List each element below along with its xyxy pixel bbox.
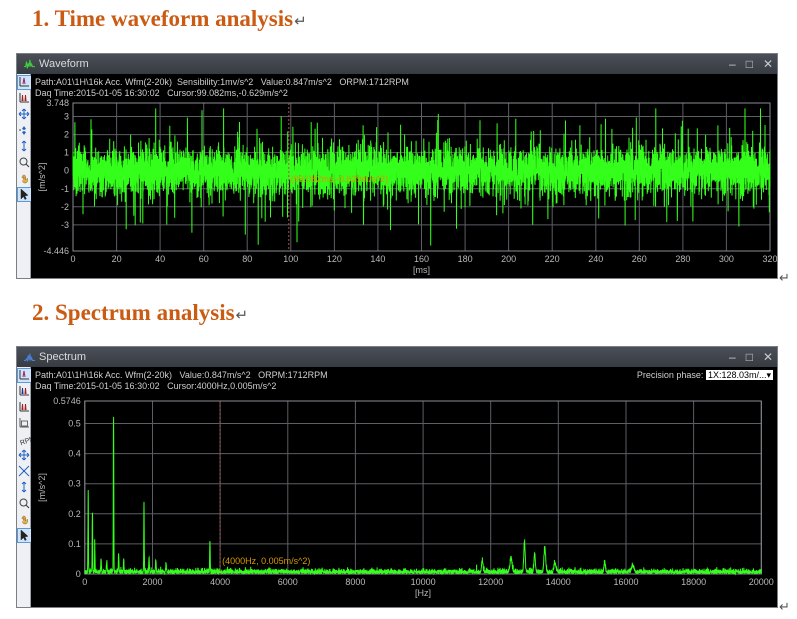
svg-text:[m/s^2]: [m/s^2] — [37, 163, 47, 192]
svg-text:0.4: 0.4 — [68, 449, 81, 459]
svg-text:-1: -1 — [61, 184, 69, 194]
svg-text:120: 120 — [327, 254, 342, 264]
svg-text:0: 0 — [76, 569, 81, 579]
svg-text:RPM: RPM — [19, 435, 31, 446]
svg-text:100: 100 — [283, 254, 298, 264]
svg-text:12000: 12000 — [478, 577, 503, 587]
svg-text:40: 40 — [155, 254, 165, 264]
svg-text:60: 60 — [199, 254, 209, 264]
svg-text:[Hz]: [Hz] — [415, 588, 431, 598]
svg-text:10000: 10000 — [411, 577, 436, 587]
svg-text:320: 320 — [762, 254, 777, 264]
svg-text:0.5: 0.5 — [68, 419, 81, 429]
svg-text:3.748: 3.748 — [46, 98, 69, 108]
svg-text:-3: -3 — [61, 220, 69, 230]
svg-text:0: 0 — [64, 166, 69, 176]
svg-text:0.3: 0.3 — [68, 479, 81, 489]
svg-text:16000: 16000 — [613, 577, 638, 587]
svg-text:6000: 6000 — [278, 577, 298, 587]
svg-text:(99.082ms,-0.629m/s^2): (99.082ms,-0.629m/s^2) — [291, 174, 388, 184]
svg-text:20: 20 — [112, 254, 122, 264]
svg-text:200: 200 — [501, 254, 516, 264]
svg-text:(4000Hz, 0.005m/s^2): (4000Hz, 0.005m/s^2) — [222, 556, 310, 566]
svg-text:2000: 2000 — [142, 577, 162, 587]
svg-text:80: 80 — [242, 254, 252, 264]
svg-text:220: 220 — [545, 254, 560, 264]
svg-text:180: 180 — [458, 254, 473, 264]
svg-text:160: 160 — [414, 254, 429, 264]
svg-text:0: 0 — [70, 254, 75, 264]
svg-text:0.1: 0.1 — [68, 539, 81, 549]
svg-text:1: 1 — [64, 148, 69, 158]
svg-text:140: 140 — [370, 254, 385, 264]
svg-text:0: 0 — [82, 577, 87, 587]
svg-text:260: 260 — [632, 254, 647, 264]
svg-text:-2: -2 — [61, 202, 69, 212]
svg-text:280: 280 — [675, 254, 690, 264]
svg-text:0.2: 0.2 — [68, 509, 81, 519]
svg-text:[ms]: [ms] — [413, 265, 430, 275]
svg-text:2: 2 — [64, 130, 69, 140]
svg-text:[m/s^2]: [m/s^2] — [37, 473, 47, 502]
svg-text:-4.446: -4.446 — [43, 246, 69, 256]
svg-text:300: 300 — [719, 254, 734, 264]
svg-text:4000: 4000 — [210, 577, 230, 587]
svg-text:14000: 14000 — [546, 577, 571, 587]
svg-text:8000: 8000 — [345, 577, 365, 587]
svg-text:20000: 20000 — [749, 577, 774, 587]
svg-text:240: 240 — [588, 254, 603, 264]
svg-text:3: 3 — [64, 112, 69, 122]
svg-text:18000: 18000 — [681, 577, 706, 587]
svg-text:0.5746: 0.5746 — [53, 396, 81, 406]
